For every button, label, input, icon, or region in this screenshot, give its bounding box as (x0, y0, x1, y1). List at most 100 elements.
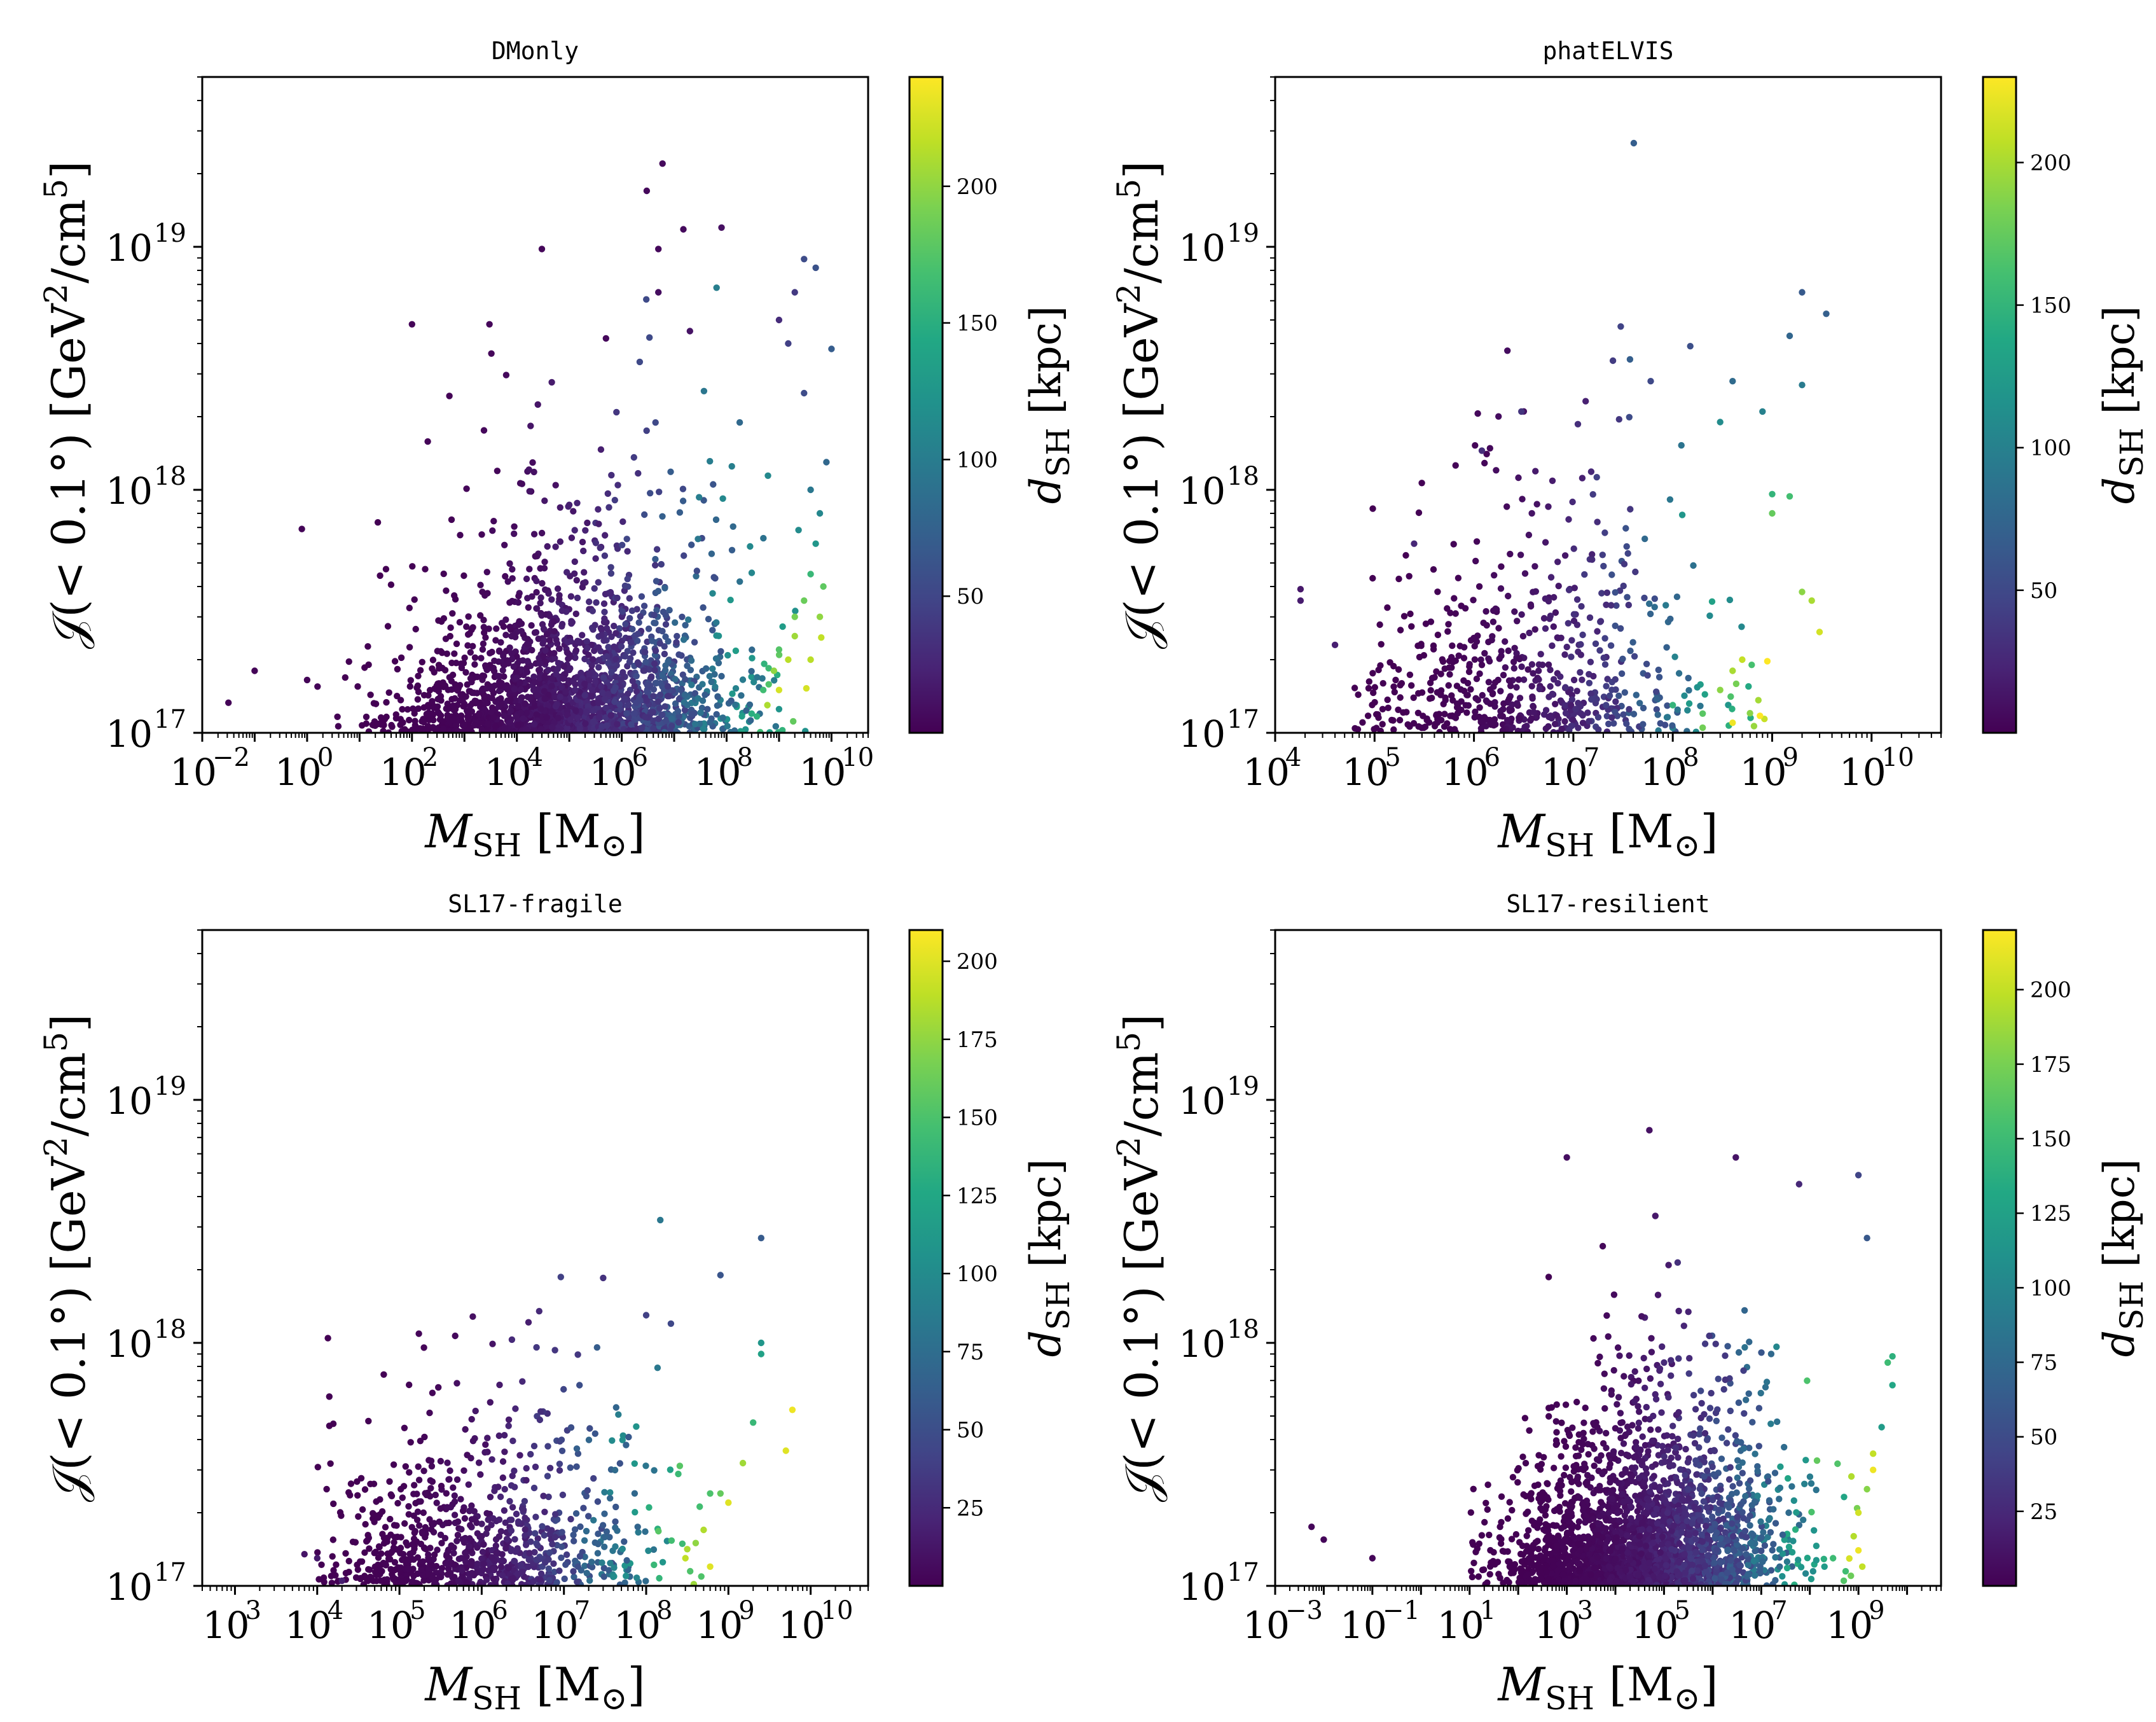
data-point (1482, 608, 1489, 615)
data-point (345, 1557, 352, 1565)
data-point (642, 1528, 649, 1535)
data-point (1636, 700, 1643, 707)
data-point (560, 663, 567, 670)
data-point (1489, 690, 1496, 698)
data-point (425, 1457, 432, 1464)
data-point (521, 1497, 529, 1505)
data-point (713, 711, 720, 718)
data-point (544, 543, 551, 550)
data-point (399, 705, 406, 713)
data-point (451, 1492, 458, 1499)
data-point (303, 676, 311, 684)
data-point (411, 718, 418, 725)
data-point (748, 668, 755, 675)
data-point (749, 646, 756, 653)
data-point (633, 688, 640, 695)
data-point (479, 1566, 487, 1573)
data-point (446, 718, 453, 725)
data-point (691, 721, 699, 728)
data-point (451, 1511, 459, 1518)
x-tick-label: 10 (285, 1604, 332, 1647)
data-point (459, 1536, 466, 1543)
data-point (416, 1522, 423, 1529)
data-point (636, 358, 644, 366)
data-point (637, 613, 644, 620)
data-point (511, 530, 518, 538)
data-point (1808, 597, 1815, 604)
data-point (659, 1559, 667, 1566)
data-point (572, 707, 579, 714)
data-point (597, 545, 604, 552)
data-point (1444, 605, 1451, 612)
data-point (654, 1364, 661, 1371)
data-point (1400, 709, 1407, 716)
colorbar-tick-label: 150 (957, 1106, 998, 1131)
data-point (1498, 1493, 1505, 1500)
data-point (595, 699, 602, 707)
data-point (497, 1528, 505, 1535)
data-point (519, 1378, 526, 1385)
data-point (743, 707, 750, 714)
data-point (357, 1558, 364, 1565)
data-point (653, 679, 660, 687)
data-point (414, 1554, 422, 1561)
data-point (586, 598, 593, 606)
data-point (1452, 462, 1459, 469)
data-point (1507, 550, 1514, 558)
data-point (495, 648, 503, 655)
data-point (372, 1548, 379, 1555)
data-point (502, 1519, 509, 1526)
data-point (536, 674, 543, 682)
data-point (506, 1497, 513, 1505)
y-tick-exponent: 17 (1227, 705, 1259, 734)
data-point (403, 1576, 410, 1583)
data-point (453, 1538, 460, 1545)
data-point (409, 1541, 416, 1548)
data-point (1570, 676, 1578, 684)
data-point (384, 623, 392, 630)
data-point (584, 1487, 591, 1494)
y-tick-exponent: 18 (154, 462, 186, 491)
data-point (567, 1424, 575, 1431)
data-point (480, 616, 487, 623)
data-point (497, 683, 504, 690)
data-point (332, 1572, 339, 1579)
data-point (462, 1426, 469, 1433)
data-point (414, 696, 422, 703)
data-point (656, 705, 663, 712)
data-point (584, 644, 591, 652)
data-point (490, 668, 498, 675)
data-point (541, 674, 548, 681)
x-tick-label: 10 (275, 751, 322, 794)
data-point (631, 1490, 639, 1497)
data-point (463, 1553, 470, 1560)
data-point (486, 321, 493, 328)
data-point (707, 1490, 714, 1497)
data-point (1806, 1473, 1814, 1480)
data-point (523, 575, 530, 583)
data-point (1454, 710, 1462, 717)
data-point (457, 1496, 464, 1503)
data-point (593, 599, 600, 606)
data-point (1507, 683, 1514, 690)
data-point (399, 1557, 406, 1564)
panel-title: phatELVIS (1543, 37, 1674, 65)
data-point (1502, 638, 1509, 645)
data-point (415, 1463, 422, 1470)
data-point (1422, 620, 1430, 627)
data-point (1804, 1377, 1811, 1384)
data-point (460, 721, 468, 729)
data-point (499, 1572, 506, 1579)
data-point (427, 1485, 434, 1492)
data-point (458, 1525, 465, 1533)
data-point (619, 1436, 626, 1443)
data-point (1627, 648, 1634, 655)
data-point (1502, 664, 1509, 671)
data-point (1617, 625, 1624, 632)
data-point (522, 1515, 529, 1522)
data-point (567, 1464, 574, 1471)
x-tick-label: 10 (696, 1604, 743, 1647)
data-point (591, 1539, 598, 1546)
data-point (576, 1553, 584, 1560)
data-point (1483, 450, 1490, 457)
